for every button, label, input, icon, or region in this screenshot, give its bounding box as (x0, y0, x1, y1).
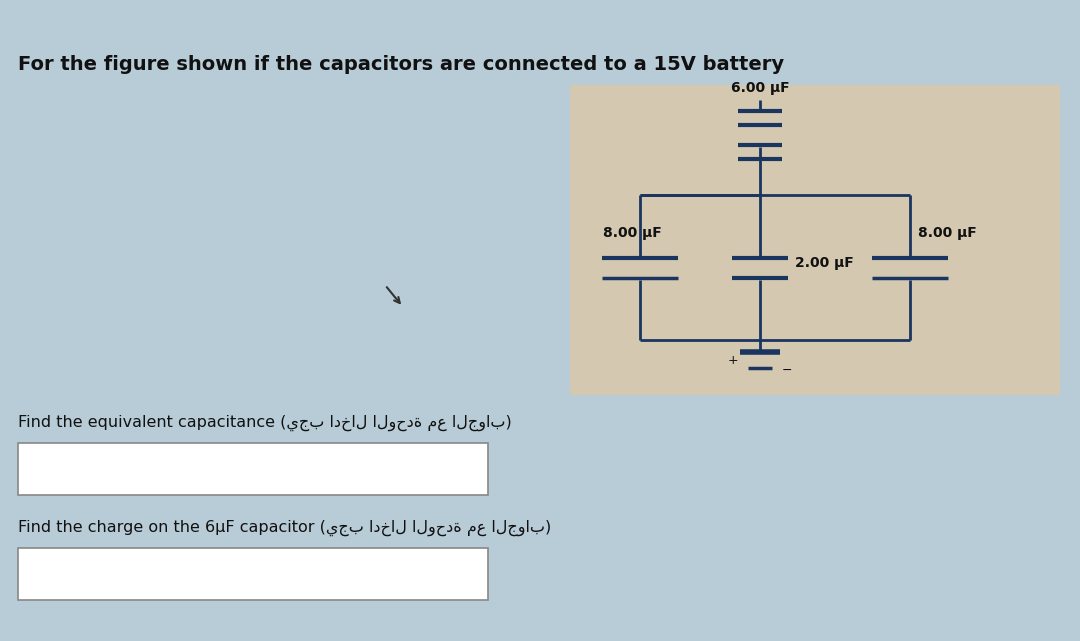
Text: −: − (782, 363, 793, 376)
Text: 8.00 μF: 8.00 μF (603, 226, 661, 240)
Text: 8.00 μF: 8.00 μF (918, 226, 976, 240)
Text: +: + (727, 353, 738, 367)
Text: 6.00 μF: 6.00 μF (731, 81, 789, 95)
Text: Find the equivalent capacitance (يجب ادخال الوحدة مع الجواب): Find the equivalent capacitance (يجب ادخ… (18, 415, 512, 431)
Text: 2.00 μF: 2.00 μF (795, 256, 854, 269)
Text: For the figure shown if the capacitors are connected to a 15V battery: For the figure shown if the capacitors a… (18, 55, 784, 74)
Bar (18, 548, 488, 600)
Bar (570, 85, 1059, 395)
Text: Find the charge on the 6μF capacitor (يجب ادخال الوحدة مع الجواب): Find the charge on the 6μF capacitor (يج… (18, 520, 551, 537)
Bar (18, 443, 488, 495)
